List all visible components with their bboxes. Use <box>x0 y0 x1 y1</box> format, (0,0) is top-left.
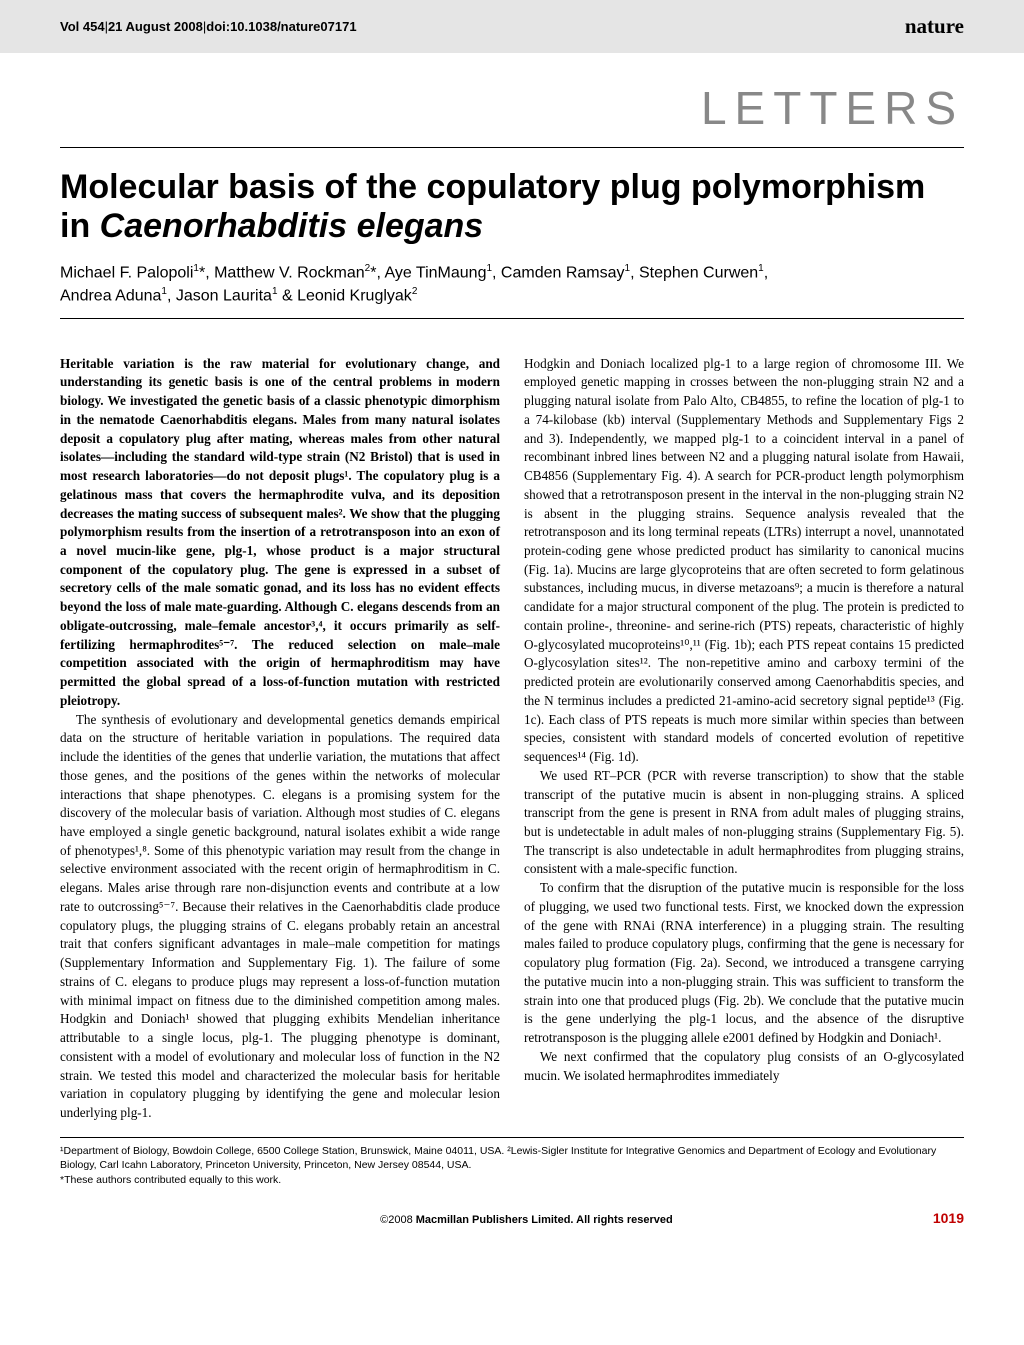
authors: Michael F. Palopoli1*, Matthew V. Rockma… <box>60 262 964 307</box>
affiliation-line: ¹Department of Biology, Bowdoin College,… <box>60 1144 964 1173</box>
page-number: 1019 <box>933 1210 964 1226</box>
doi: doi:10.1038/nature07171 <box>206 19 356 34</box>
body-paragraph: Hodgkin and Doniach localized plg-1 to a… <box>524 355 964 767</box>
body-paragraph: To confirm that the disruption of the pu… <box>524 879 964 1048</box>
abstract: Heritable variation is the raw material … <box>60 355 500 711</box>
footer: ©2008 Macmillan Publishers Limited. All … <box>0 1188 1024 1246</box>
journal-name: nature <box>905 14 964 39</box>
body-paragraph: We used RT–PCR (PCR with reverse transcr… <box>524 767 964 879</box>
rule <box>60 147 964 148</box>
header-bar: Vol 454|21 August 2008|doi:10.1038/natur… <box>0 0 1024 53</box>
body-paragraph: The synthesis of evolutionary and develo… <box>60 711 500 1123</box>
header-citation: Vol 454|21 August 2008|doi:10.1038/natur… <box>60 19 357 34</box>
column-left: Heritable variation is the raw material … <box>60 355 500 1123</box>
column-right: Hodgkin and Doniach localized plg-1 to a… <box>524 355 964 1123</box>
copyright: ©2008 Macmillan Publishers Limited. All … <box>120 1214 933 1226</box>
body-paragraph: We next confirmed that the copulatory pl… <box>524 1048 964 1085</box>
section-label: LETTERS <box>60 81 964 135</box>
equal-contribution: *These authors contributed equally to th… <box>60 1173 964 1188</box>
page-content: LETTERS Molecular basis of the copulator… <box>0 81 1024 1188</box>
title-species: Caenorhabditis elegans <box>100 207 484 245</box>
article-title: Molecular basis of the copulatory plug p… <box>60 168 964 246</box>
affiliations: ¹Department of Biology, Bowdoin College,… <box>60 1137 964 1188</box>
volume: Vol 454 <box>60 19 105 34</box>
body-columns: Heritable variation is the raw material … <box>60 355 964 1123</box>
rule <box>60 318 964 319</box>
date: 21 August 2008 <box>108 19 203 34</box>
